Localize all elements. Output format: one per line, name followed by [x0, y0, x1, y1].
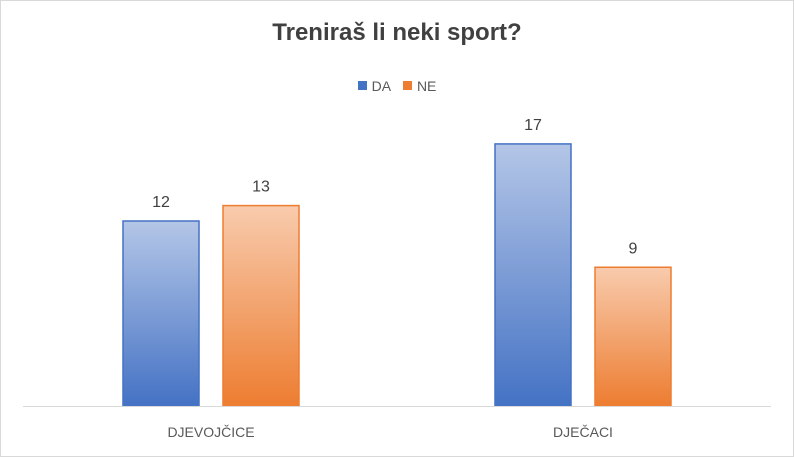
legend-label-da: DA — [371, 77, 392, 94]
data-label-ne-0: 13 — [252, 179, 270, 196]
legend-item-ne: NE — [402, 77, 437, 94]
legend: DA NE — [1, 77, 793, 94]
legend-swatch-da — [357, 81, 367, 90]
bar-da-0 — [122, 220, 200, 407]
legend-swatch-ne — [402, 81, 412, 90]
data-label-da-0: 12 — [152, 194, 170, 211]
bar-da-1 — [494, 143, 572, 407]
data-label-ne-1: 9 — [629, 240, 638, 257]
bar-ne-0 — [222, 204, 300, 407]
category-label-1: DJEČACI — [553, 424, 613, 440]
bar-ne-1 — [594, 266, 672, 407]
chart-title: Treniraš li neki sport? — [272, 19, 522, 46]
category-label-0: DJEVOJČICE — [167, 424, 254, 440]
data-label-da-1: 17 — [524, 117, 542, 134]
legend-item-da: DA — [357, 77, 392, 94]
legend-label-ne: NE — [416, 77, 437, 94]
